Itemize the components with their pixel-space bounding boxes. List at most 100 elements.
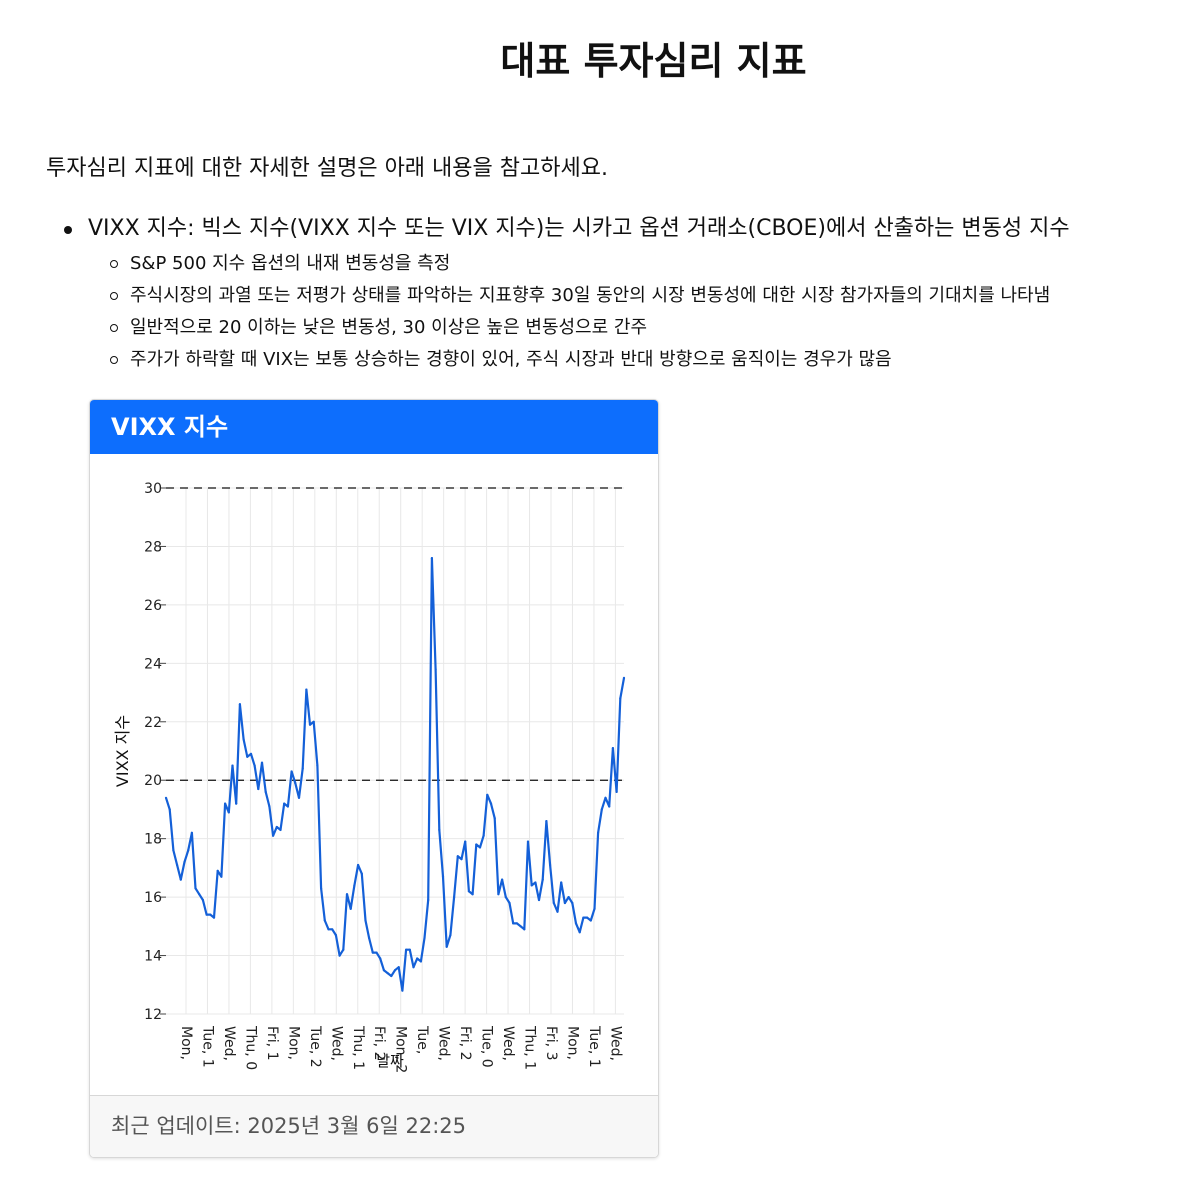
data-point (416, 957, 419, 960)
data-point (242, 738, 245, 741)
data-point (279, 828, 282, 831)
data-point (405, 948, 408, 951)
data-point (438, 828, 441, 831)
data-point (563, 901, 566, 905)
data-point (556, 910, 559, 913)
data-point (619, 697, 622, 700)
data-point (357, 863, 360, 867)
data-point (560, 881, 563, 884)
data-point (574, 922, 578, 925)
y-tick-label: 30 (144, 481, 162, 497)
indicator-detail-list: S&P 500 지수 옵션의 내재 변동성을 측정 주식시장의 과열 또는 저평… (88, 248, 1196, 376)
data-point (301, 767, 304, 770)
data-point (611, 747, 615, 750)
data-point (183, 860, 186, 864)
data-point (523, 928, 526, 931)
data-point (297, 796, 301, 799)
x-tick-label: Tue, 1 (199, 1025, 215, 1068)
y-tick-label: 24 (144, 656, 162, 672)
data-point (449, 934, 452, 937)
data-point (608, 805, 611, 808)
data-point (308, 723, 312, 726)
data-point (567, 896, 570, 899)
data-point (201, 898, 204, 902)
data-point (456, 855, 459, 858)
data-point (534, 881, 537, 884)
data-point (268, 805, 271, 808)
data-point (338, 954, 341, 957)
data-point (331, 928, 334, 931)
data-point (397, 966, 400, 969)
vixx-chart-card: VIXX 지수 12 14 16 18 20 22 24 26 28 30 Mon, Tue, 1 W… (89, 399, 659, 1158)
data-point (537, 898, 541, 902)
data-point (312, 720, 315, 723)
vixx-line-chart: 12 14 16 18 20 22 24 26 28 30 Mon, Tue, 1 Wed, Thu,… (113, 481, 626, 1073)
data-point (545, 820, 548, 823)
data-point (345, 893, 349, 896)
data-point (353, 884, 356, 887)
x-tick-label: Fri, 2 (371, 1026, 387, 1061)
data-point (390, 974, 393, 978)
data-point (260, 761, 264, 764)
data-point (323, 919, 326, 922)
x-tick-label: Mon, (285, 1026, 301, 1060)
indicator-list: VIXX 지수: 빅스 지수(VIXX 지수 또는 VIX 지수)는 시카고 옵… (46, 210, 1196, 376)
data-point (401, 989, 404, 992)
data-point (475, 843, 478, 846)
data-point (198, 893, 201, 896)
data-point (622, 676, 626, 679)
data-point (615, 790, 618, 793)
data-point (176, 863, 179, 867)
data-point (508, 901, 511, 905)
data-point (220, 875, 223, 878)
data-point (368, 936, 371, 940)
data-point (482, 834, 485, 837)
y-axis-label: VIXX 지수 (113, 715, 132, 787)
last-updated: 최근 업데이트: 2025년 3월 6일 22:25 (90, 1095, 658, 1157)
x-tick-label: Fri, 1 (264, 1026, 280, 1061)
data-point (249, 752, 253, 755)
data-point (467, 890, 470, 893)
x-tick-label: Wed, (500, 1026, 516, 1061)
data-point (272, 834, 275, 837)
data-point (320, 887, 323, 890)
data-point (168, 808, 171, 811)
data-point (408, 948, 411, 951)
data-point (571, 901, 574, 905)
indicator-description: VIXX 지수: 빅스 지수(VIXX 지수 또는 VIX 지수)는 시카고 옵… (88, 216, 1070, 241)
data-point (205, 913, 208, 916)
data-point (552, 901, 555, 905)
x-tick-label: Mon, 2 (393, 1026, 409, 1073)
data-point (430, 557, 433, 560)
x-tick-label: Fri, 2 (457, 1026, 473, 1061)
x-tick-label: Tue, 0 (479, 1025, 495, 1068)
data-point (586, 916, 589, 919)
card-title: VIXX 지수 (90, 400, 658, 454)
data-point (460, 858, 463, 861)
data-point (334, 934, 337, 937)
data-point (382, 969, 385, 972)
data-point (342, 948, 345, 951)
data-point (253, 764, 256, 767)
x-tick-label: Thu, 1 (522, 1025, 538, 1070)
data-point (212, 916, 216, 919)
data-point (489, 802, 493, 805)
data-point (434, 668, 437, 671)
data-point (190, 831, 193, 834)
data-point (164, 796, 168, 799)
x-tick-label: Thu, 1 (350, 1025, 366, 1070)
x-tick-label: Thu, 0 (242, 1025, 258, 1070)
data-point (360, 872, 363, 875)
x-tick-label: Wed, (436, 1026, 452, 1061)
x-tick-label: Tue, 1 (586, 1025, 602, 1068)
data-point (290, 770, 293, 773)
x-tick-label: Mon, (178, 1026, 194, 1060)
data-point (589, 919, 592, 922)
data-point (504, 896, 507, 899)
x-tick-label: Wed, (607, 1026, 623, 1061)
data-point (286, 805, 289, 808)
series-line (164, 557, 626, 992)
data-point (231, 764, 234, 767)
x-tick-label: Fri, 3 (543, 1026, 559, 1061)
x-axis-label: 날짜 (376, 1052, 404, 1070)
